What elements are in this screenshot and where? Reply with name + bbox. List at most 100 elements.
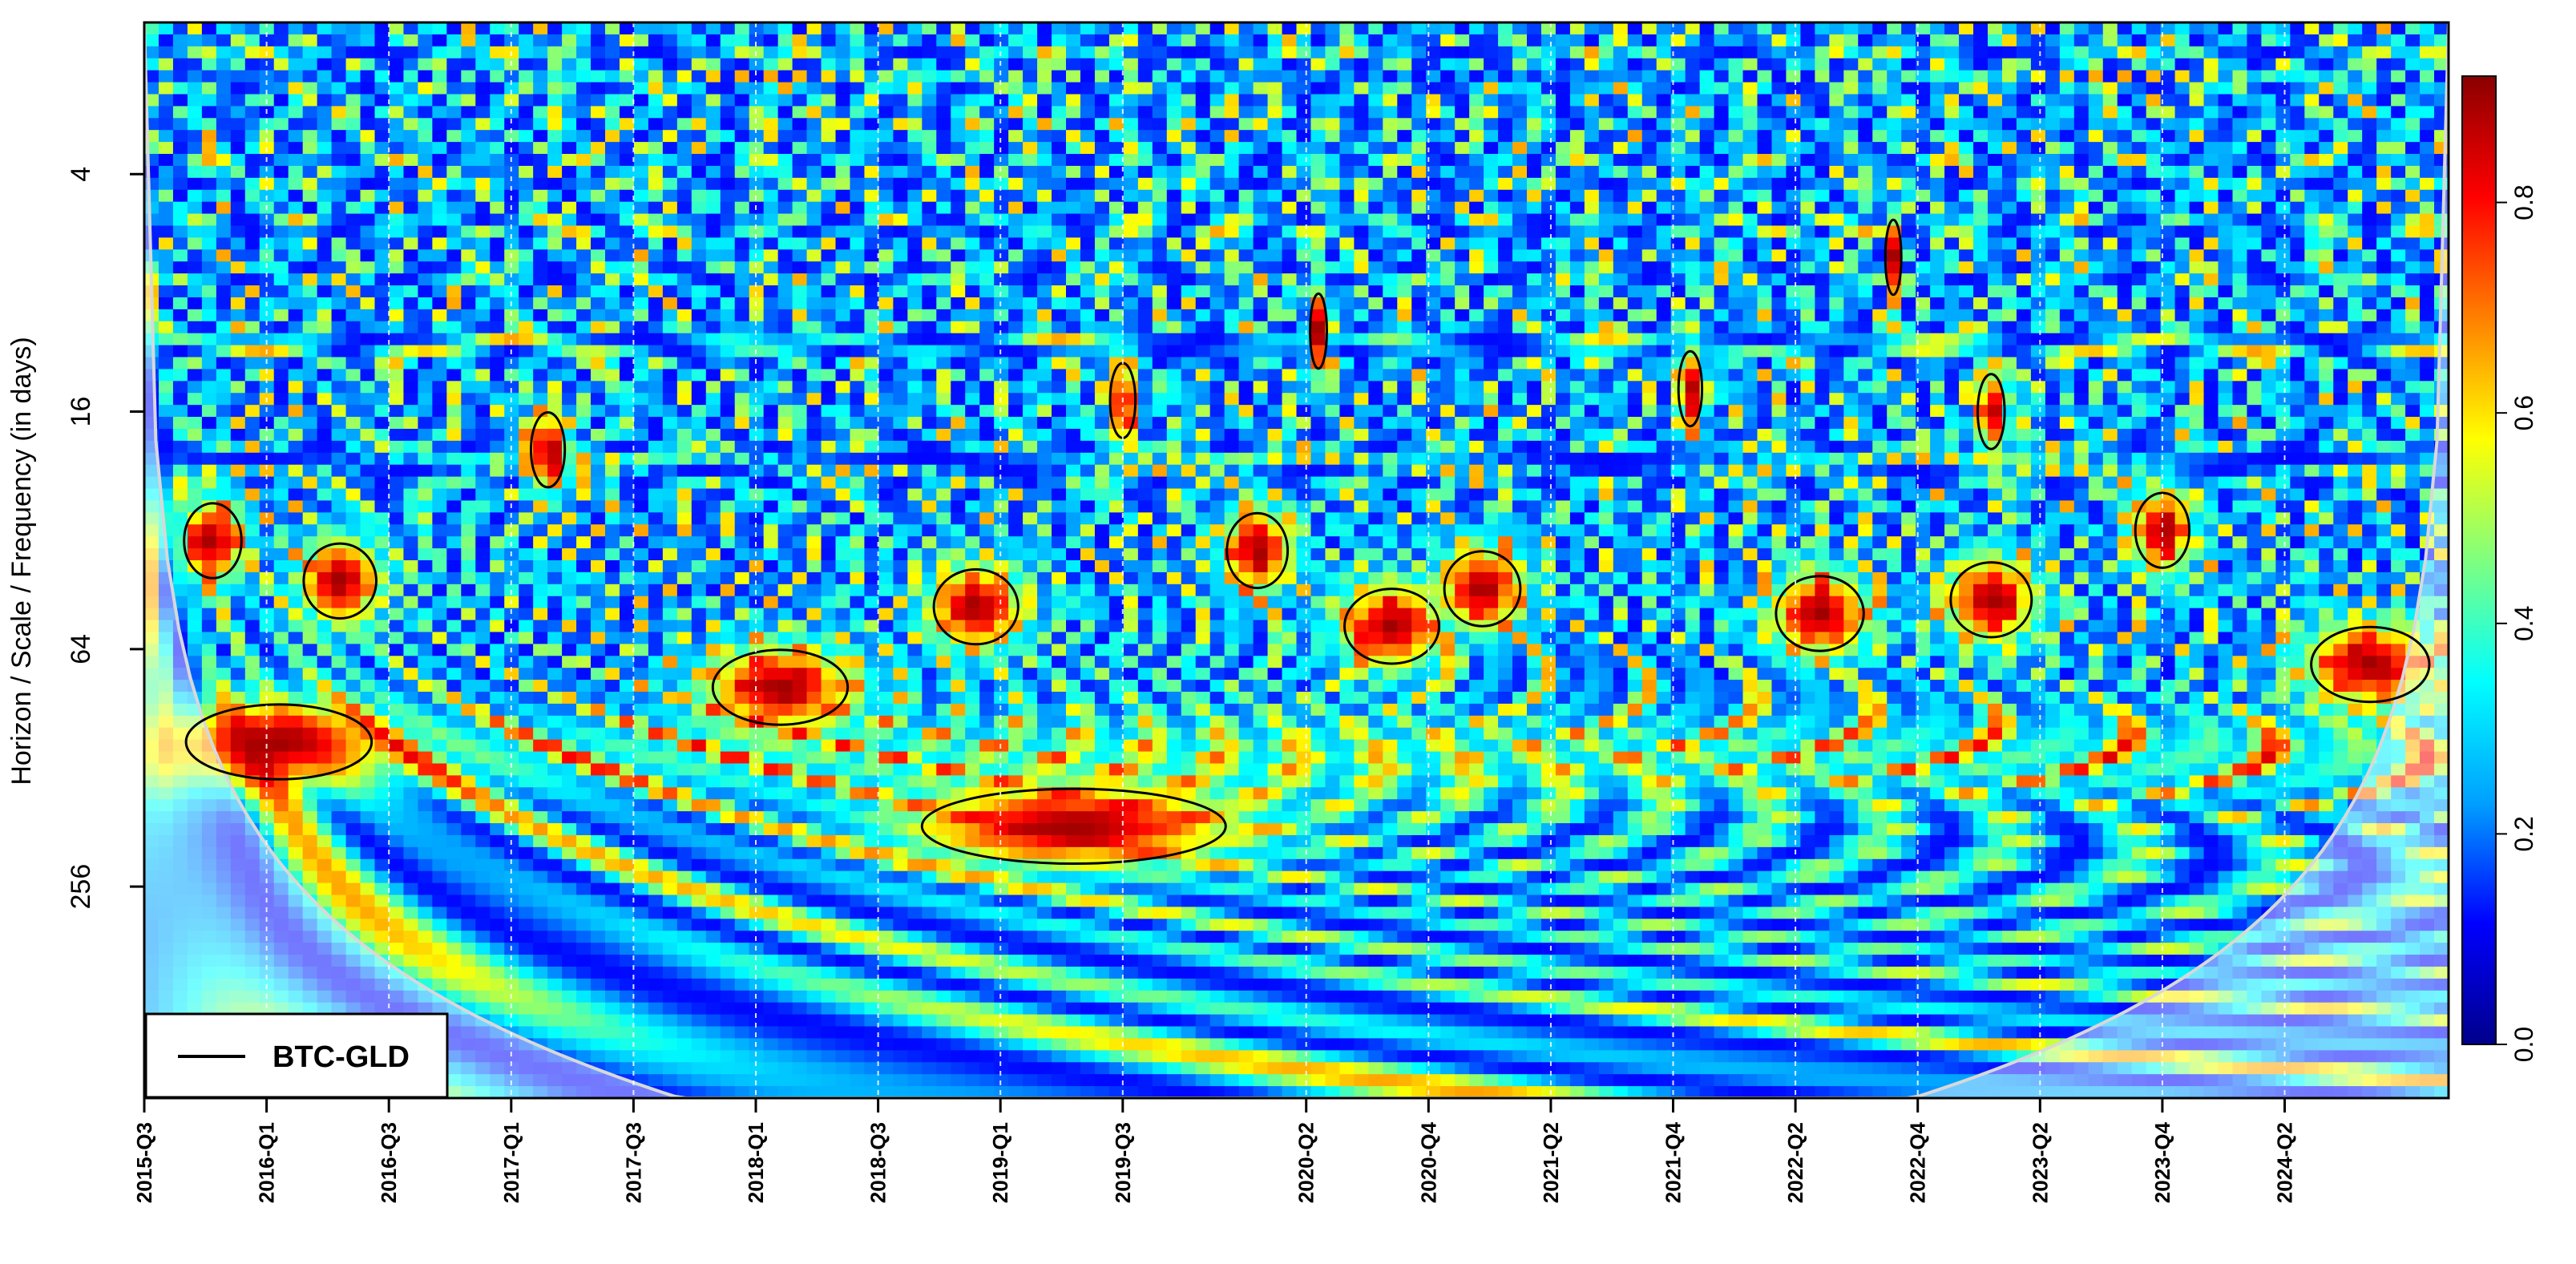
heatmap-cell xyxy=(749,58,765,71)
heatmap-cell xyxy=(763,261,779,274)
heatmap-cell xyxy=(1267,249,1283,263)
heatmap-cell xyxy=(2131,165,2147,179)
heatmap-cell xyxy=(763,225,779,239)
heatmap-cell xyxy=(1354,82,1370,95)
heatmap-cell xyxy=(2174,94,2190,107)
heatmap-cell xyxy=(1843,118,1859,131)
heatmap-cell xyxy=(547,249,563,263)
heatmap-cell xyxy=(360,201,376,215)
heatmap-cell xyxy=(1455,249,1470,263)
heatmap-cell xyxy=(1901,201,1916,215)
heatmap-cell xyxy=(1296,345,1312,358)
heatmap-cell xyxy=(533,34,548,47)
heatmap-cell xyxy=(979,321,995,334)
heatmap-cell xyxy=(230,225,246,239)
heatmap-cell xyxy=(432,273,448,286)
heatmap-cell xyxy=(1901,82,1916,95)
heatmap-cell xyxy=(1397,142,1413,155)
heatmap-cell xyxy=(1699,46,1715,59)
heatmap-cell xyxy=(792,94,808,107)
heatmap-cell xyxy=(1166,94,1182,107)
heatmap-cell xyxy=(676,142,692,155)
heatmap-cell xyxy=(1858,237,1874,251)
heatmap-cell xyxy=(2290,130,2306,143)
heatmap-cell xyxy=(259,381,275,394)
heatmap-cell xyxy=(331,213,347,227)
heatmap-cell xyxy=(533,225,548,239)
heatmap-cell xyxy=(331,297,347,310)
heatmap-cell xyxy=(2016,261,2032,274)
heatmap-cell xyxy=(547,297,563,310)
heatmap-cell xyxy=(1627,249,1643,263)
heatmap-cell xyxy=(533,177,548,191)
heatmap-cell xyxy=(1584,82,1600,95)
heatmap-cell xyxy=(533,22,548,35)
heatmap-cell xyxy=(1916,154,1931,167)
heatmap-cell xyxy=(403,369,419,382)
heatmap-cell xyxy=(1253,130,1269,143)
heatmap-cell xyxy=(1166,345,1182,358)
heatmap-cell xyxy=(389,309,405,322)
heatmap-cell xyxy=(2001,357,2017,370)
heatmap-cell xyxy=(1195,34,1211,47)
heatmap-cell xyxy=(1742,345,1758,358)
heatmap-cell xyxy=(403,237,419,251)
heatmap-cell xyxy=(331,118,347,131)
heatmap-cell xyxy=(1023,273,1038,286)
heatmap-cell xyxy=(288,22,304,35)
heatmap-cell xyxy=(259,70,275,83)
heatmap-cell xyxy=(389,285,405,298)
heatmap-cell xyxy=(2261,58,2277,71)
heatmap-cell xyxy=(533,285,548,298)
heatmap-cell xyxy=(691,130,707,143)
heatmap-cell xyxy=(1598,357,1614,370)
heatmap-cell xyxy=(965,189,980,203)
heatmap-cell xyxy=(1426,106,1441,119)
heatmap-cell xyxy=(446,393,462,406)
heatmap-cell xyxy=(821,189,837,203)
heatmap-cell xyxy=(2174,106,2190,119)
heatmap-cell xyxy=(1555,321,1571,334)
heatmap-cell xyxy=(2045,177,2061,191)
heatmap-cell xyxy=(1815,261,1831,274)
heatmap-cell xyxy=(1800,142,1816,155)
heatmap-cell xyxy=(1728,58,1744,71)
heatmap-cell xyxy=(490,237,506,251)
heatmap-cell xyxy=(1469,154,1484,167)
heatmap-cell xyxy=(2218,369,2234,382)
heatmap-cell xyxy=(2391,237,2406,251)
heatmap-cell xyxy=(230,94,246,107)
heatmap-cell xyxy=(1166,58,1182,71)
heatmap-cell xyxy=(2131,201,2147,215)
heatmap-cell xyxy=(821,357,837,370)
heatmap-cell xyxy=(1887,118,1902,131)
heatmap-cell xyxy=(749,309,765,322)
heatmap-cell xyxy=(144,22,159,35)
heatmap-cell xyxy=(1540,106,1557,119)
heatmap-cell xyxy=(1209,249,1225,263)
heatmap-cell xyxy=(504,285,519,298)
heatmap-cell xyxy=(1829,118,1845,131)
heatmap-cell xyxy=(850,82,866,95)
heatmap-cell xyxy=(922,154,938,167)
heatmap-cell xyxy=(1455,82,1470,95)
heatmap-cell xyxy=(691,165,707,179)
heatmap-cell xyxy=(2088,118,2104,131)
heatmap-cell xyxy=(605,213,620,227)
heatmap-cell xyxy=(2405,82,2421,95)
heatmap-cell xyxy=(576,249,592,263)
heatmap-cell xyxy=(273,22,289,35)
heatmap-cell xyxy=(806,46,822,59)
heatmap-cell xyxy=(2304,154,2320,167)
heatmap-cell xyxy=(922,345,938,358)
heatmap-cell xyxy=(374,118,390,131)
heatmap-cell xyxy=(1440,297,1456,310)
heatmap-cell xyxy=(1181,213,1197,227)
heatmap-cell xyxy=(1282,130,1298,143)
heatmap-cell xyxy=(1627,165,1643,179)
heatmap-cell xyxy=(1383,369,1399,382)
heatmap-cell xyxy=(2218,22,2234,35)
heatmap-cell xyxy=(1843,381,1859,394)
heatmap-cell xyxy=(2247,249,2263,263)
heatmap-cell xyxy=(1008,201,1024,215)
